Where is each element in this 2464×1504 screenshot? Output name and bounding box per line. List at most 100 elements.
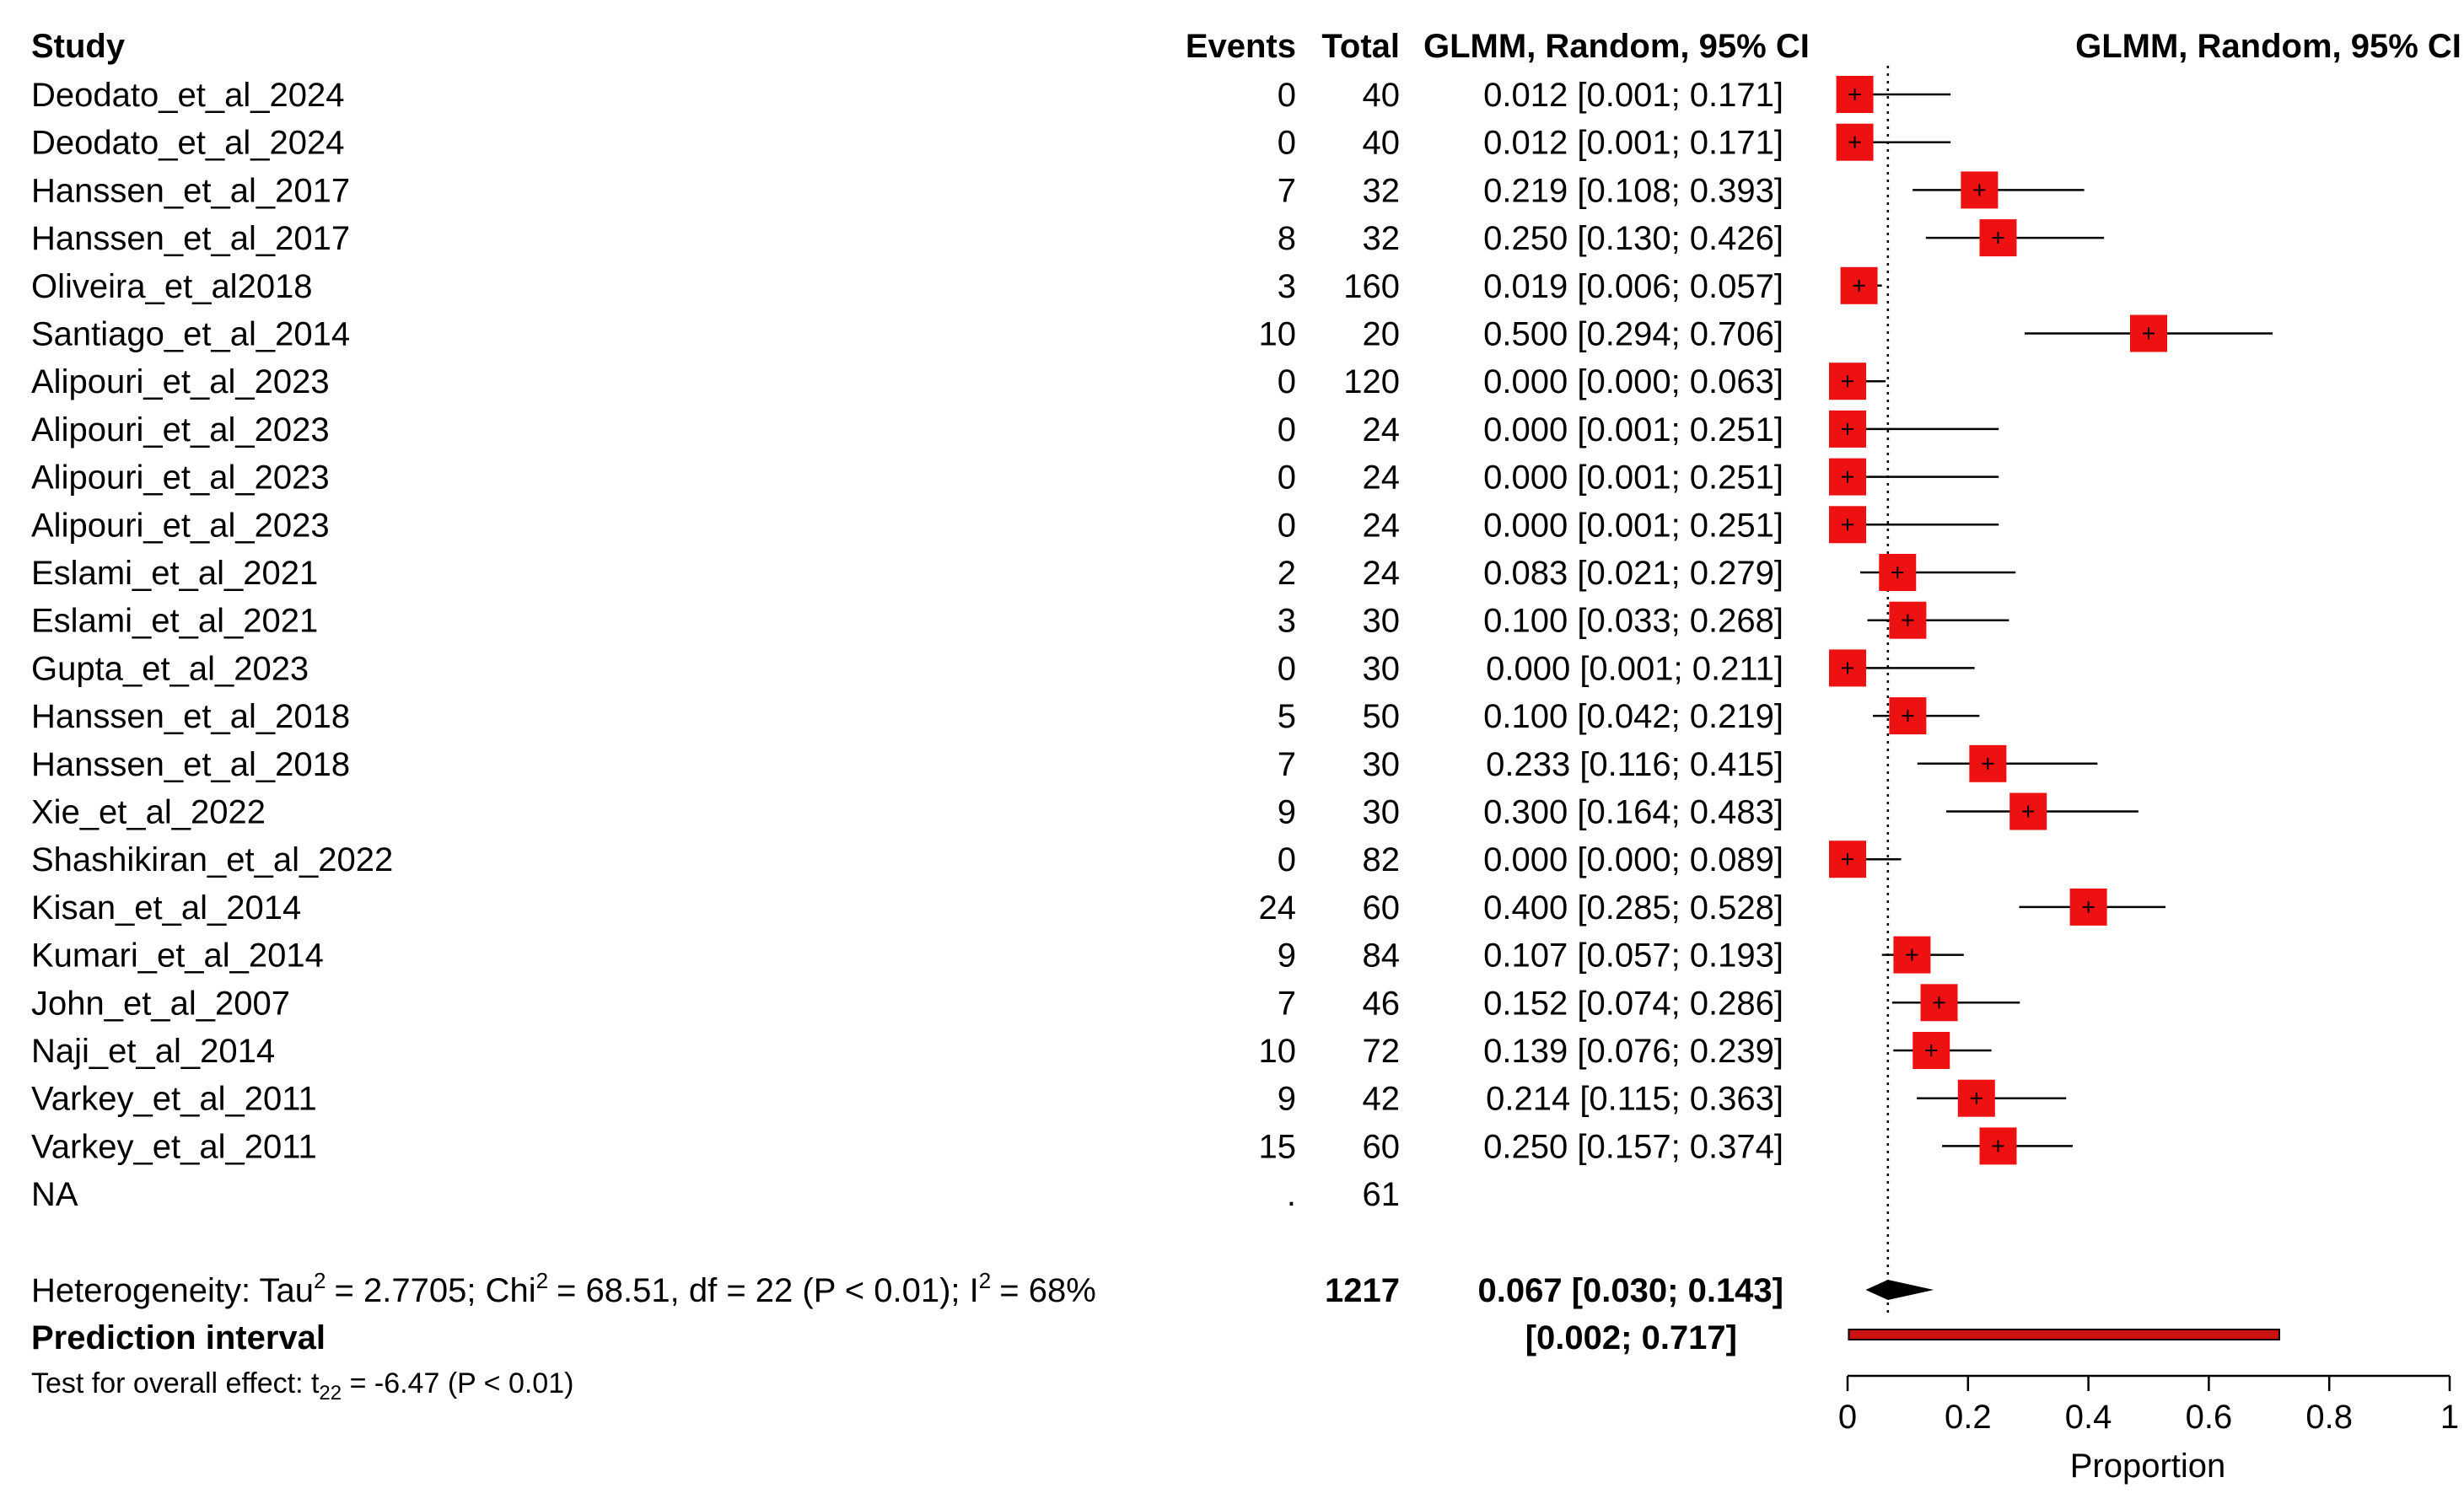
- prediction-interval-bar: [1848, 1329, 2280, 1340]
- study-events: 0: [1278, 125, 1296, 162]
- study-total: 30: [1363, 650, 1401, 687]
- study-total: 84: [1363, 937, 1401, 975]
- x-axis: 0 0.2 0.4 0.6 0.8 1: [1838, 1374, 2459, 1436]
- study-rows: Deodato_et_al_2024 0 40 0.012 [0.001; 0.171…: [31, 77, 1783, 1213]
- heterogeneity-text: Heterogeneity: Tau2 = 2.7705; Chi2 = 68.51…: [31, 1268, 1096, 1309]
- study-name: Eslami_et_al_2021: [31, 603, 318, 640]
- study-ci: 0.107 [0.057; 0.193]: [1483, 937, 1783, 975]
- x-tick-label: 0.6: [2186, 1399, 2233, 1436]
- study-total: 60: [1363, 1128, 1401, 1165]
- study-events: 10: [1259, 316, 1297, 353]
- study-name: Oliveira_et_al2018: [31, 268, 313, 305]
- x-tick-label: 0.8: [2305, 1399, 2353, 1436]
- study-name: Kumari_et_al_2014: [31, 937, 324, 975]
- forest-marks: [1829, 66, 2280, 1340]
- study-total: 50: [1363, 698, 1401, 735]
- study-name: NA: [31, 1176, 78, 1213]
- study-events: 0: [1278, 363, 1296, 400]
- study-ci: 0.219 [0.108; 0.393]: [1483, 172, 1783, 209]
- heterogeneity-sup-1: 2: [314, 1268, 325, 1293]
- study-total: 24: [1363, 555, 1401, 592]
- study-name: John_et_al_2007: [31, 985, 290, 1022]
- study-name: Xie_et_al_2022: [31, 794, 266, 831]
- study-total: 40: [1363, 125, 1401, 162]
- study-name: Hanssen_et_al_2017: [31, 172, 350, 209]
- study-events: 9: [1278, 1081, 1296, 1118]
- study-events: 7: [1278, 172, 1296, 209]
- heterogeneity-prefix: Heterogeneity: Tau: [31, 1272, 314, 1309]
- study-events: 0: [1278, 77, 1296, 114]
- study-name: Hanssen_et_al_2018: [31, 746, 350, 783]
- study-ci: 0.152 [0.074; 0.286]: [1483, 985, 1783, 1022]
- study-ci: 0.012 [0.001; 0.171]: [1483, 77, 1783, 114]
- study-ci: 0.000 [0.001; 0.251]: [1483, 459, 1783, 497]
- study-total: 60: [1363, 889, 1401, 927]
- header-events: Events: [1186, 28, 1296, 65]
- heterogeneity-i2: = 68%: [999, 1272, 1096, 1309]
- study-ci: 0.214 [0.115; 0.363]: [1486, 1081, 1783, 1118]
- study-events: 2: [1278, 555, 1296, 592]
- study-ci: 0.000 [0.000; 0.063]: [1483, 363, 1783, 400]
- pooled-diamond: [1865, 1280, 1934, 1300]
- study-total: 20: [1363, 316, 1401, 353]
- study-total: 30: [1363, 746, 1401, 783]
- study-events: 9: [1278, 937, 1296, 975]
- study-name: Eslami_et_al_2021: [31, 555, 318, 592]
- study-name: Kisan_et_al_2014: [31, 889, 301, 927]
- heterogeneity-sup-3: 2: [979, 1268, 991, 1293]
- study-ci: 0.233 [0.116; 0.415]: [1486, 746, 1783, 783]
- study-events: 7: [1278, 746, 1296, 783]
- study-ci: 0.500 [0.294; 0.706]: [1483, 316, 1783, 353]
- study-events: 24: [1259, 889, 1297, 927]
- study-events: 0: [1278, 411, 1296, 449]
- study-ci: 0.000 [0.000; 0.089]: [1483, 841, 1783, 878]
- study-name: Deodato_et_al_2024: [31, 125, 344, 162]
- overall-effect-subscript: 22: [319, 1382, 342, 1405]
- study-events: 10: [1259, 1033, 1297, 1070]
- study-total: 32: [1363, 220, 1401, 257]
- study-ci: 0.250 [0.130; 0.426]: [1483, 220, 1783, 257]
- study-events: 7: [1278, 985, 1296, 1022]
- study-events: 0: [1278, 459, 1296, 497]
- study-name: Varkey_et_al_2011: [31, 1128, 317, 1165]
- study-ci: 0.000 [0.001; 0.251]: [1483, 411, 1783, 449]
- study-events: 5: [1278, 698, 1296, 735]
- prediction-interval-ci: [0.002; 0.717]: [1525, 1319, 1737, 1356]
- study-events: 15: [1259, 1128, 1297, 1165]
- x-tick-label: 1: [2440, 1399, 2459, 1436]
- study-ci: 0.100 [0.033; 0.268]: [1483, 603, 1783, 640]
- study-name: Deodato_et_al_2024: [31, 77, 344, 114]
- study-events: 0: [1278, 841, 1296, 878]
- study-total: 30: [1363, 603, 1401, 640]
- study-ci: 0.250 [0.157; 0.374]: [1483, 1128, 1783, 1165]
- prediction-interval-label: Prediction interval: [31, 1319, 325, 1356]
- study-ci: 0.083 [0.021; 0.279]: [1483, 555, 1783, 592]
- study-events: .: [1287, 1176, 1296, 1213]
- study-ci: 0.400 [0.285; 0.528]: [1483, 889, 1783, 927]
- study-total: 30: [1363, 794, 1401, 831]
- study-total: 40: [1363, 77, 1401, 114]
- study-name: Gupta_et_al_2023: [31, 650, 309, 687]
- x-axis-label: Proportion: [2070, 1448, 2226, 1485]
- study-events: 0: [1278, 507, 1296, 544]
- study-total: 24: [1363, 459, 1401, 497]
- study-ci: 0.000 [0.001; 0.211]: [1486, 650, 1783, 687]
- header-ci-column: GLMM, Random, 95% CI: [1423, 28, 1810, 65]
- study-events: 3: [1278, 268, 1296, 305]
- study-total: 72: [1363, 1033, 1401, 1070]
- overall-effect-test: Test for overall effect: t22 = -6.47 (P …: [31, 1367, 573, 1405]
- study-name: Alipouri_et_al_2023: [31, 459, 330, 497]
- study-events: 3: [1278, 603, 1296, 640]
- study-total: 160: [1343, 268, 1400, 305]
- study-name: Santiago_et_al_2014: [31, 316, 350, 353]
- overall-effect-suffix: = -6.47 (P < 0.01): [342, 1367, 573, 1399]
- study-name: Alipouri_et_al_2023: [31, 363, 330, 400]
- x-tick-label: 0.2: [1945, 1399, 1992, 1436]
- pooled-total: 1217: [1325, 1272, 1400, 1309]
- overall-effect-prefix: Test for overall effect: t: [31, 1367, 320, 1399]
- study-total: 24: [1363, 507, 1401, 544]
- study-total: 82: [1363, 841, 1401, 878]
- study-name: Varkey_et_al_2011: [31, 1081, 317, 1118]
- header-study: Study: [31, 28, 126, 65]
